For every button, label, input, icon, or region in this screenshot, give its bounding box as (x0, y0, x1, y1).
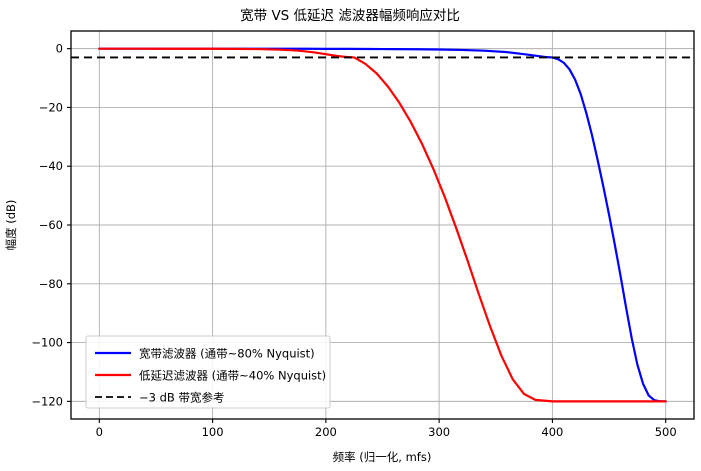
x-tick-label: 500 (655, 425, 677, 439)
y-tick-label: −80 (39, 277, 63, 291)
y-axis-label: 幅度 (dB) (4, 200, 18, 251)
series-line (98, 47, 667, 403)
gridlines (71, 31, 694, 419)
chart-legend[interactable]: 宽带滤波器 (通带~80% Nyquist) 低延迟滤波器 (通带~40% Nyq… (85, 335, 331, 409)
y-tick-label: 0 (56, 42, 63, 56)
x-axis-label: 频率 (归一化, mfs) (333, 450, 432, 464)
y-tick-label: −20 (39, 100, 63, 114)
y-tick-label: −40 (39, 159, 63, 173)
x-tick-label: 100 (202, 425, 224, 439)
x-tick-label: 200 (315, 425, 337, 439)
x-tick-label: 300 (428, 425, 450, 439)
x-tick-label: 0 (96, 425, 103, 439)
legend-label: −3 dB 带宽参考 (139, 391, 224, 405)
legend-label: 宽带滤波器 (通带~80% Nyquist) (139, 347, 315, 361)
y-tick-label: −60 (39, 218, 63, 232)
axis-ticks (67, 48, 667, 423)
x-tick-label: 400 (541, 425, 563, 439)
y-tick-label: −100 (31, 336, 63, 350)
chart-title: 宽带 VS 低延迟 滤波器幅频响应对比 (240, 7, 460, 24)
axis-tick-labels: 0 100 200 300 400 500 0 −20 −40 −60 −80 −100 −120 (31, 42, 676, 439)
y-tick-label: −120 (31, 394, 63, 408)
legend-label: 低延迟滤波器 (通带~40% Nyquist) (139, 369, 326, 383)
